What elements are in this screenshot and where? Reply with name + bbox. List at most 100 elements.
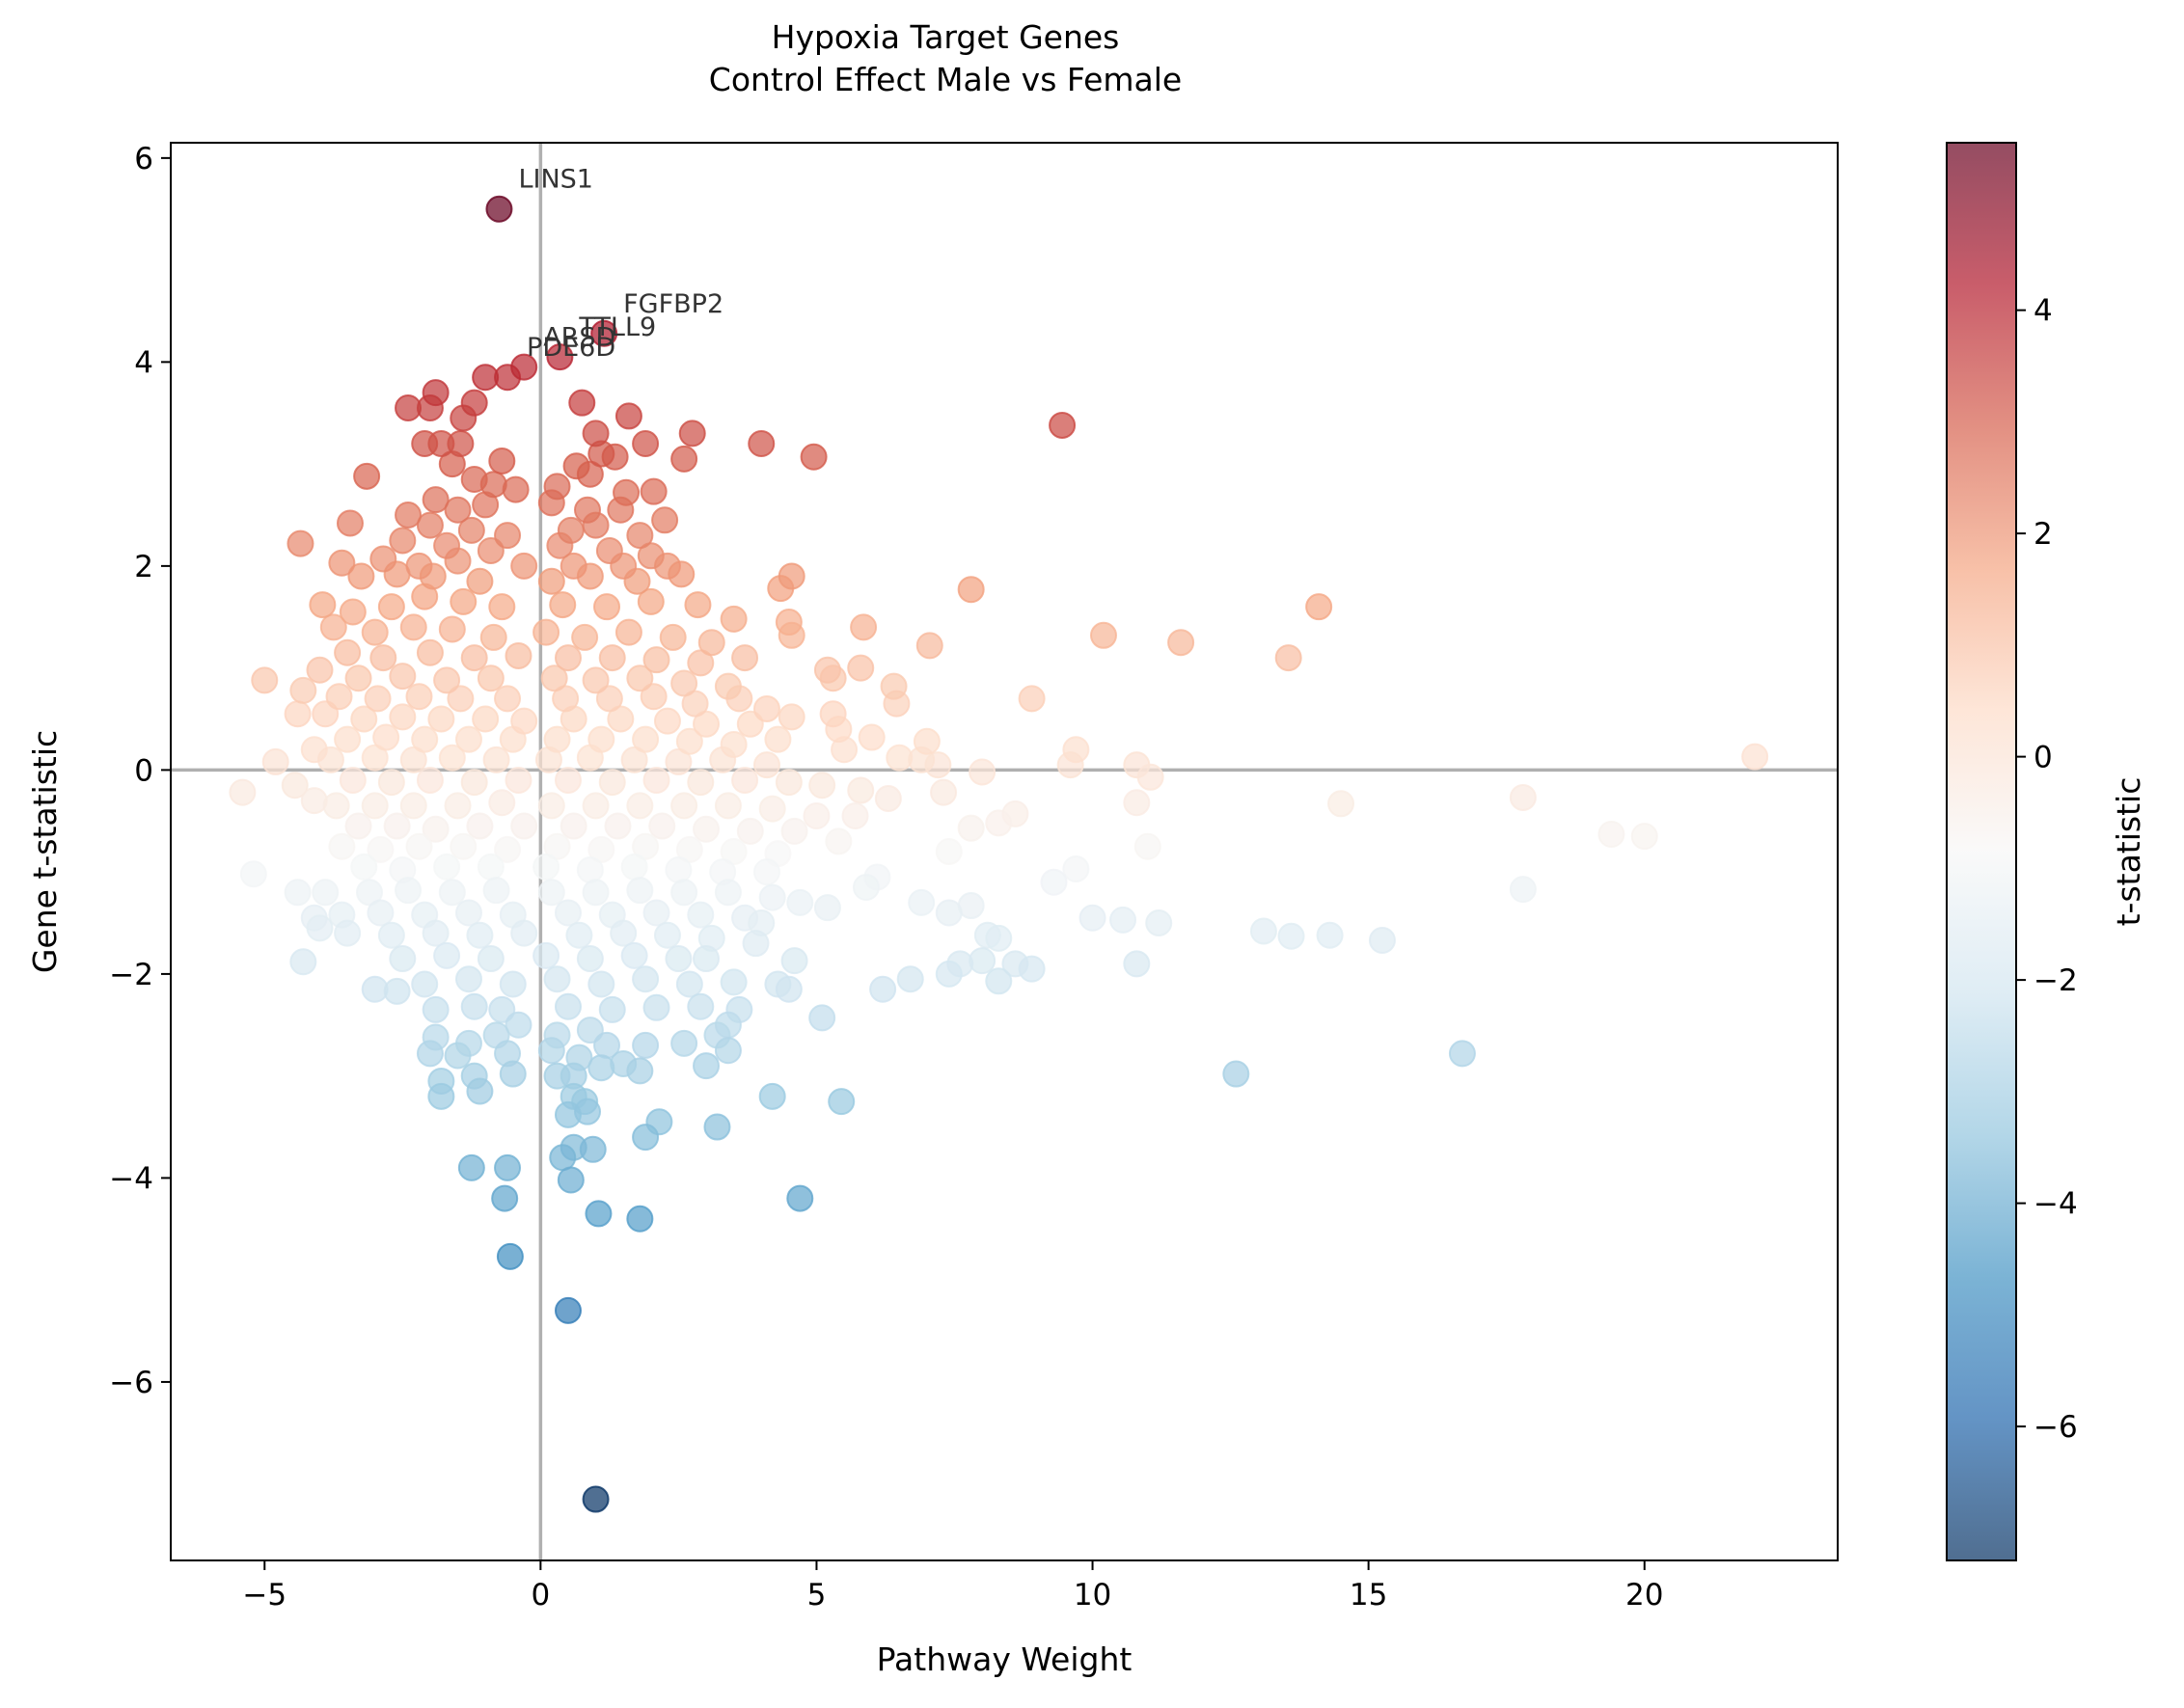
data-point [537,792,565,820]
data-point [289,948,317,976]
data-point [985,924,1013,952]
data-point [347,562,375,590]
data-point [687,992,715,1020]
data-point [488,789,516,817]
data-point [847,654,875,682]
data-point [604,812,632,840]
data-point [300,787,328,815]
colorbar-tick-label: −4 [2034,1187,2078,1222]
data-point [626,1205,654,1233]
data-point [1741,743,1769,771]
data-point [1049,411,1077,439]
data-point [935,838,963,865]
data-point [852,874,880,902]
data-point [284,700,312,728]
data-point [653,707,681,735]
data-point [659,623,687,651]
data-point [874,785,902,813]
data-point [1145,909,1173,937]
data-point [543,725,571,753]
plot-frame-bg [171,143,1838,1560]
data-point [587,725,615,753]
data-point [1123,789,1151,817]
data-point [1078,904,1106,932]
y-tick-label: 0 [134,753,153,788]
data-point [557,516,585,544]
data-point [405,832,433,860]
y-tick-label: −6 [109,1366,153,1400]
data-point [697,629,725,657]
data-point [334,638,362,666]
data-point [353,462,381,490]
data-point [780,947,808,975]
data-point [847,776,875,804]
data-point [319,613,347,641]
data-point [549,591,577,619]
data-point [543,473,571,501]
data-point [537,879,565,907]
colorbar-label: t-statistic [2110,777,2147,927]
data-point [1167,629,1195,657]
data-point [626,792,654,820]
data-point [543,832,571,860]
data-point [239,860,267,888]
data-point [399,792,427,820]
data-point [780,817,808,845]
x-axis-ticks: −5 0 5 10 15 20 [242,1560,1663,1613]
data-point [764,725,792,753]
data-point [411,725,439,753]
data-point [775,975,803,1003]
chart-subtitle: Control Effect Male vs Female [709,61,1182,98]
data-point [466,812,494,840]
data-point [427,705,455,733]
data-point [460,992,488,1020]
data-point [665,747,693,775]
data-point [560,812,587,840]
data-point [466,567,494,595]
data-point [1316,921,1344,949]
data-point [422,815,450,843]
data-point [372,723,400,751]
data-point [731,644,759,672]
data-point [322,792,350,820]
y-tick-label: 6 [134,142,153,176]
data-point [364,685,392,713]
data-point [582,792,610,820]
data-point [828,1088,856,1116]
colorbar-frame [1946,142,2017,1561]
data-point [752,858,780,886]
data-point [595,685,623,713]
data-point [614,618,642,646]
data-point [460,465,488,493]
x-tick-label: −5 [242,1578,287,1613]
data-point [494,1153,522,1181]
data-point [450,587,478,615]
data-point [261,747,289,775]
data-point [632,429,660,457]
data-point [908,888,936,916]
data-point [1448,1040,1476,1068]
data-point [714,672,742,700]
data-point [454,965,482,993]
data-point [405,683,433,711]
data-point [642,899,670,927]
data-point [444,1042,472,1070]
data-point [510,707,538,735]
data-point [1249,917,1277,945]
data-point [377,769,405,797]
data-point [648,812,676,840]
data-point [1062,736,1090,764]
data-point [505,1011,532,1039]
data-point [651,506,679,534]
data-point [399,746,427,773]
data-point [930,778,958,806]
data-point [935,899,963,927]
data-point [778,562,805,590]
data-point [488,593,516,621]
data-point [1136,763,1164,791]
data-point [422,486,450,514]
data-point [985,967,1013,995]
data-point [720,605,748,633]
